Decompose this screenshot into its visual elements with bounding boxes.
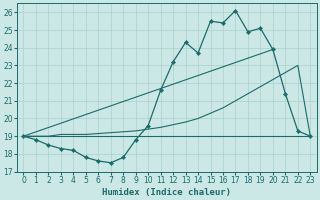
X-axis label: Humidex (Indice chaleur): Humidex (Indice chaleur) xyxy=(102,188,231,197)
